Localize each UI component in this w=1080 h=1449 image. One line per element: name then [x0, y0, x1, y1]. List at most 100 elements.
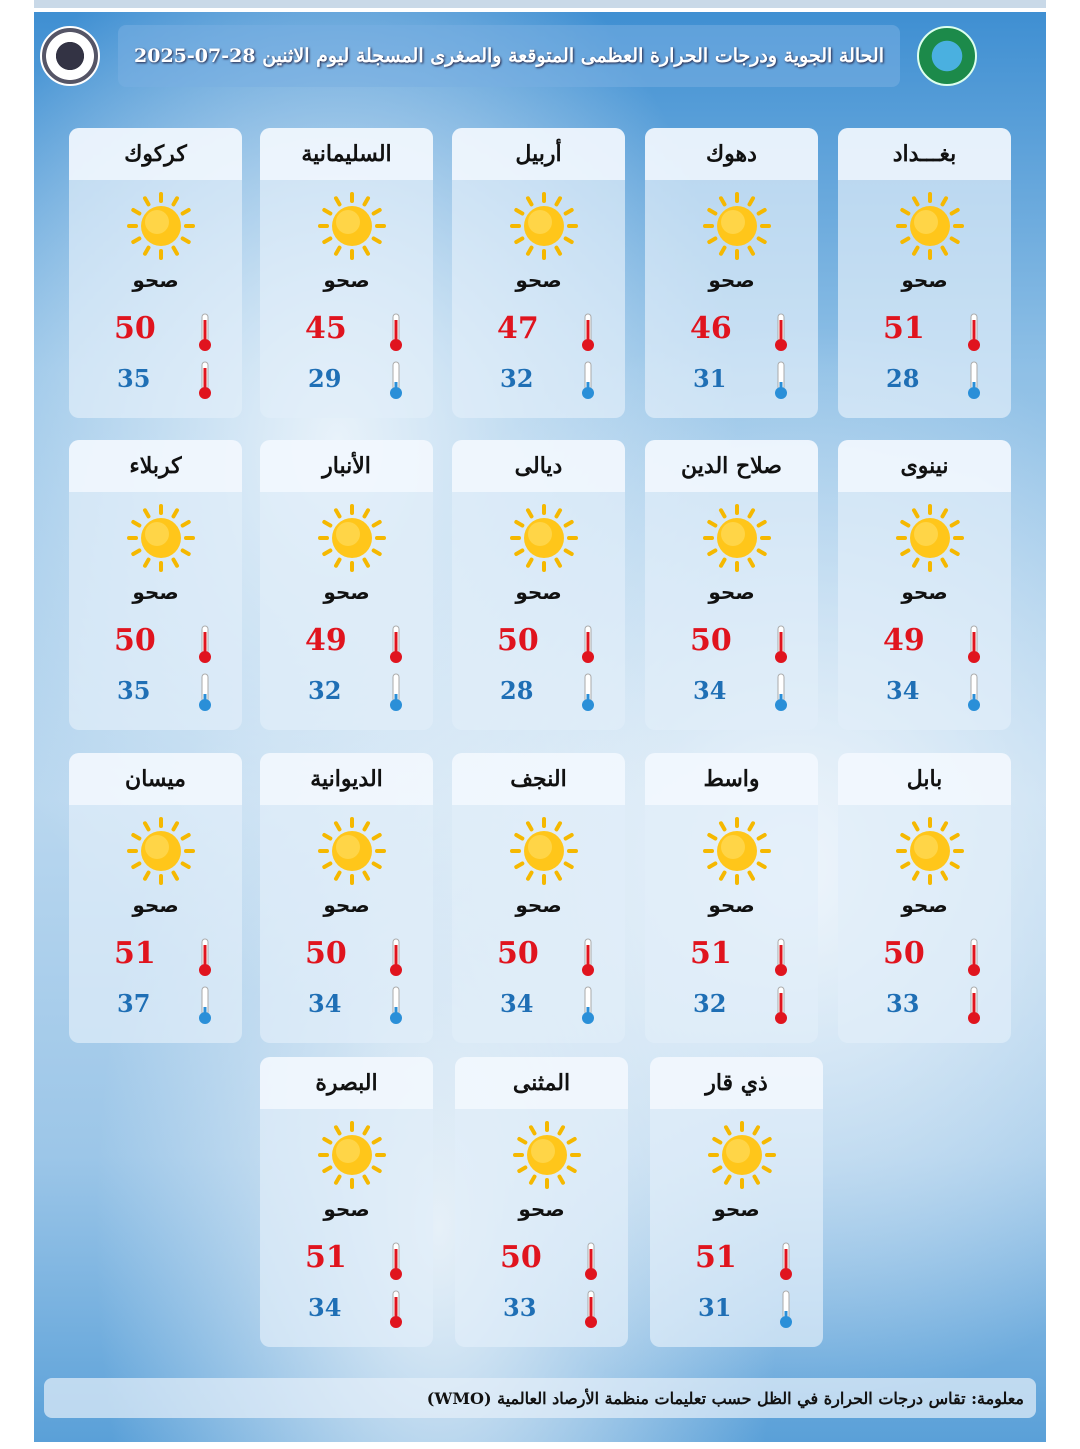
thermometer-hot-icon — [773, 312, 789, 352]
low-temp: 28 — [886, 364, 920, 393]
city-name: صلاح الدين — [645, 440, 818, 492]
thermometer-hot-icon — [583, 1289, 599, 1329]
thermometer-hot-icon — [773, 624, 789, 664]
condition-text: صحو — [515, 893, 562, 917]
city-card: البصرة صحو 51 34 — [260, 1057, 433, 1347]
thermometer-hot-icon — [388, 1289, 404, 1329]
low-temp: 34 — [886, 676, 920, 705]
high-temp: 47 — [497, 311, 539, 346]
city-card: ديالى صحو 50 28 — [452, 440, 625, 730]
low-temp: 34 — [308, 989, 342, 1018]
thermometer-hot-icon — [580, 937, 596, 977]
high-temp: 51 — [690, 936, 732, 971]
thermometer-cold-icon — [197, 985, 213, 1025]
sun-icon — [318, 192, 386, 260]
city-name: النجف — [452, 753, 625, 805]
condition-text: صحو — [901, 268, 948, 292]
thermometer-hot-icon — [773, 985, 789, 1025]
high-temp: 50 — [305, 936, 347, 971]
sun-icon — [703, 504, 771, 572]
city-name: كركوك — [69, 128, 242, 180]
high-temp: 50 — [497, 623, 539, 658]
low-temp: 33 — [886, 989, 920, 1018]
thermometer-cold-icon — [388, 672, 404, 712]
city-name: السليمانية — [260, 128, 433, 180]
condition-text: صحو — [323, 580, 370, 604]
high-temp: 46 — [690, 311, 732, 346]
city-name: واسط — [645, 753, 818, 805]
thermometer-hot-icon — [197, 312, 213, 352]
thermometer-hot-icon — [966, 312, 982, 352]
thermometer-hot-icon — [388, 624, 404, 664]
city-name: ديالى — [452, 440, 625, 492]
high-temp: 51 — [114, 936, 156, 971]
footer-note-text: معلومة: تقاس درجات الحرارة في الظل حسب ت… — [426, 1388, 1024, 1408]
sun-icon — [318, 504, 386, 572]
thermometer-hot-icon — [580, 624, 596, 664]
high-temp: 51 — [883, 311, 925, 346]
city-name: أربيل — [452, 128, 625, 180]
city-card: كركوك صحو 50 35 — [69, 128, 242, 418]
city-card: ميسان صحو 51 37 — [69, 753, 242, 1043]
thermometer-cold-icon — [773, 672, 789, 712]
sun-icon — [896, 504, 964, 572]
high-temp: 51 — [305, 1240, 347, 1275]
sun-icon — [127, 504, 195, 572]
high-temp: 45 — [305, 311, 347, 346]
high-temp: 50 — [114, 623, 156, 658]
city-card: بغـــداد صحو 51 28 — [838, 128, 1011, 418]
high-temp: 51 — [695, 1240, 737, 1275]
condition-text: صحو — [713, 1197, 760, 1221]
low-temp: 32 — [308, 676, 342, 705]
city-card: أربيل صحو 47 32 — [452, 128, 625, 418]
city-name: البصرة — [260, 1057, 433, 1109]
condition-text: صحو — [708, 580, 755, 604]
city-name: دهوك — [645, 128, 818, 180]
low-temp: 34 — [693, 676, 727, 705]
condition-text: صحو — [132, 580, 179, 604]
thermometer-hot-icon — [388, 1241, 404, 1281]
high-temp: 50 — [883, 936, 925, 971]
sun-icon — [708, 1121, 776, 1189]
thermometer-hot-icon — [583, 1241, 599, 1281]
condition-text: صحو — [132, 268, 179, 292]
low-temp: 35 — [117, 364, 151, 393]
low-temp: 31 — [693, 364, 727, 393]
low-temp: 32 — [500, 364, 534, 393]
condition-text: صحو — [901, 580, 948, 604]
sun-icon — [703, 817, 771, 885]
thermometer-hot-icon — [966, 985, 982, 1025]
city-card: الديوانية صحو 50 34 — [260, 753, 433, 1043]
low-temp: 31 — [698, 1293, 732, 1322]
sun-icon — [127, 817, 195, 885]
high-temp: 50 — [500, 1240, 542, 1275]
thermometer-hot-icon — [388, 312, 404, 352]
city-card: الأنبار صحو 49 32 — [260, 440, 433, 730]
sun-icon — [896, 192, 964, 260]
page-title: الحالة الجوية ودرجات الحرارة العظمى المت… — [134, 45, 884, 67]
condition-text: صحو — [515, 580, 562, 604]
sun-icon — [703, 192, 771, 260]
city-card: واسط صحو 51 32 — [645, 753, 818, 1043]
sun-icon — [510, 504, 578, 572]
thermometer-cold-icon — [388, 360, 404, 400]
city-name: المثنى — [455, 1057, 628, 1109]
sun-icon — [513, 1121, 581, 1189]
city-card: نينوى صحو 49 34 — [838, 440, 1011, 730]
sun-icon — [896, 817, 964, 885]
city-card: النجف صحو 50 34 — [452, 753, 625, 1043]
city-name: ميسان — [69, 753, 242, 805]
city-card: المثنى صحو 50 33 — [455, 1057, 628, 1347]
thermometer-cold-icon — [388, 985, 404, 1025]
high-temp: 50 — [114, 311, 156, 346]
sun-icon — [318, 1121, 386, 1189]
thermometer-hot-icon — [197, 624, 213, 664]
thermometer-cold-icon — [966, 360, 982, 400]
condition-text: صحو — [323, 268, 370, 292]
sun-icon — [510, 192, 578, 260]
city-name: الديوانية — [260, 753, 433, 805]
meteorology-logo — [40, 26, 100, 86]
low-temp: 28 — [500, 676, 534, 705]
thermometer-hot-icon — [773, 937, 789, 977]
city-card: السليمانية صحو 45 29 — [260, 128, 433, 418]
